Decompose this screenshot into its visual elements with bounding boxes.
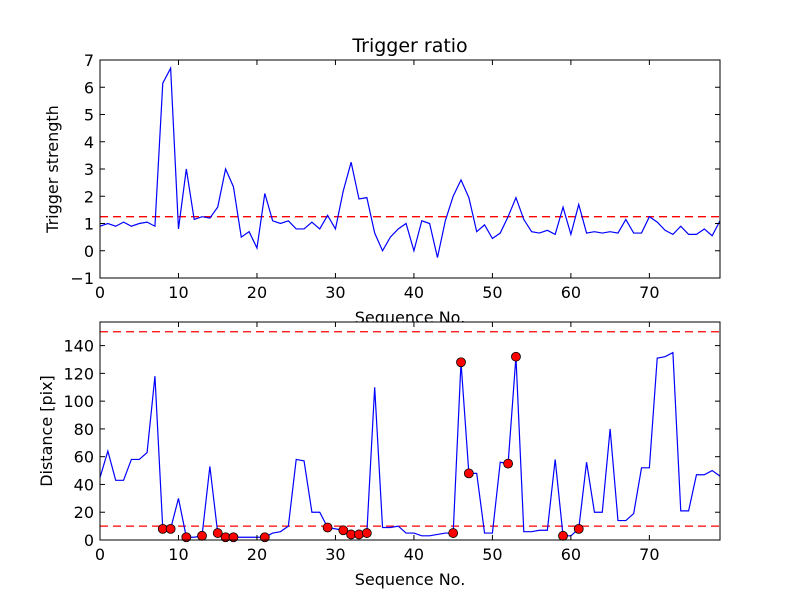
x-tick-label: 0: [95, 283, 105, 302]
y-tick-label: 20: [74, 503, 94, 522]
bottom-highlight-markers: [157, 351, 584, 543]
y-tick-label: 6: [84, 78, 94, 97]
highlight-point: [212, 528, 223, 538]
bottom-series-line: [99, 351, 721, 538]
x-tick-label: 10: [168, 545, 188, 564]
top-chart-title: Trigger ratio: [351, 35, 467, 57]
y-tick-label: −1: [70, 269, 94, 288]
bottom-y-axis-label: Distance [pix]: [37, 375, 56, 487]
y-tick-label: 2: [84, 187, 94, 206]
highlight-point: [511, 351, 521, 362]
x-tick-label: 50: [482, 545, 502, 564]
highlight-point: [463, 468, 474, 479]
top-y-axis-label: Trigger strength: [43, 105, 62, 234]
x-tick-label: 0: [95, 545, 105, 564]
top-plot-area: [100, 60, 720, 278]
x-tick-label: 70: [639, 283, 659, 302]
y-tick-label: 3: [84, 160, 94, 179]
bottom-plot-area: [100, 322, 720, 540]
bottom-plot-frame: [99, 321, 721, 541]
x-tick-label: 30: [325, 545, 345, 564]
highlight-point: [181, 532, 192, 543]
highlight-point: [448, 528, 459, 538]
highlight-point: [322, 522, 333, 533]
bottom-x-axis-label: Sequence No.: [355, 570, 466, 589]
y-tick-label: 140: [63, 337, 94, 356]
bottom-panel: 0 10 20 30 40 50 60 70 0 20 40 60 80 100 120 140 Sequen…: [37, 321, 721, 589]
y-tick-label: 0: [84, 242, 94, 261]
y-tick-label: 0: [84, 531, 94, 550]
y-tick-label: 5: [84, 106, 94, 125]
y-tick-label: 80: [74, 420, 94, 439]
x-tick-label: 40: [404, 283, 424, 302]
highlight-point: [197, 530, 207, 541]
top-panel: Trigger ratio 0 10 20 30 40 50 60 70−101234567 …: [43, 35, 721, 327]
highlight-point: [338, 525, 349, 536]
y-tick-label: 40: [74, 475, 94, 494]
highlight-point: [165, 523, 176, 534]
y-tick-label: 100: [63, 392, 94, 411]
y-tick-label: 60: [74, 448, 94, 467]
top-series-line: [99, 65, 721, 258]
bottom-axis-ticks: 0 10 20 30 40 50 60 70 0 20 40 60 80 100 120 140: [63, 322, 720, 564]
highlight-point: [361, 528, 372, 538]
highlight-point: [228, 532, 239, 543]
y-tick-label: 120: [63, 364, 94, 383]
highlight-point: [259, 532, 270, 543]
highlight-point: [503, 458, 514, 469]
x-tick-label: 70: [639, 545, 659, 564]
top-plot-frame: [99, 59, 721, 279]
highlight-point: [573, 523, 584, 534]
y-tick-label: 4: [84, 133, 94, 152]
highlight-point: [456, 357, 466, 368]
highlight-point: [558, 530, 568, 541]
x-tick-label: 10: [168, 283, 188, 302]
x-tick-label: 30: [325, 283, 345, 302]
x-tick-label: 60: [561, 283, 581, 302]
x-tick-label: 40: [404, 545, 424, 564]
x-tick-label: 20: [247, 545, 267, 564]
y-tick-label: 1: [84, 215, 94, 234]
x-tick-label: 50: [482, 283, 502, 302]
x-tick-label: 20: [247, 283, 267, 302]
x-tick-label: 60: [561, 545, 581, 564]
y-tick-label: 7: [84, 51, 94, 70]
